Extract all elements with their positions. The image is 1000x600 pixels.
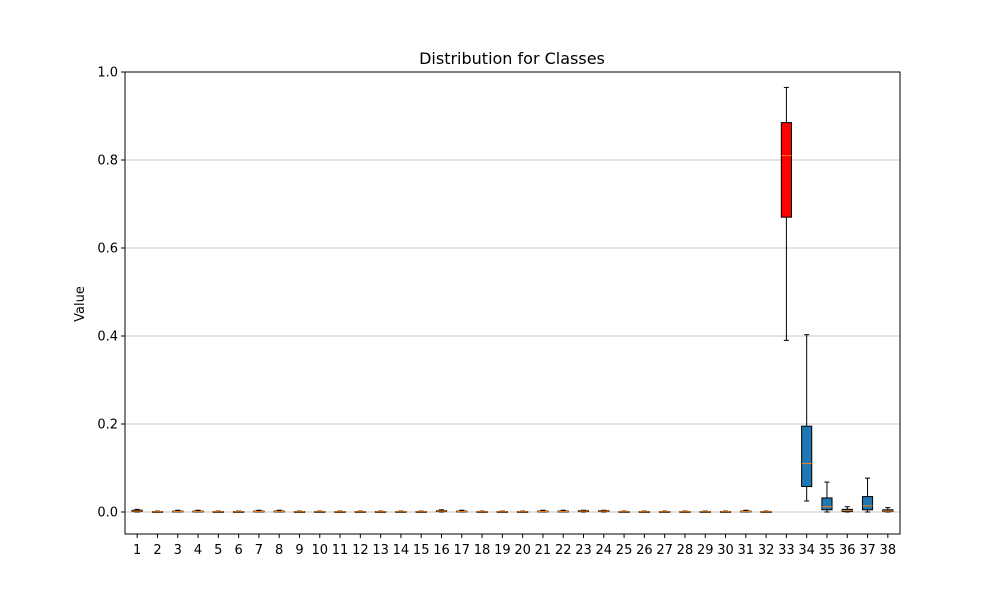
box-31	[740, 509, 752, 513]
x-tick-label: 14	[393, 543, 410, 558]
box-6	[233, 510, 245, 513]
x-tick-label: 5	[214, 543, 222, 558]
x-tick-label: 17	[454, 543, 471, 558]
x-tick-label: 26	[636, 543, 653, 558]
box-14	[395, 510, 407, 513]
box-25	[618, 510, 630, 513]
x-tick-label: 22	[555, 543, 572, 558]
y-tick-label: 1.0	[97, 66, 118, 81]
box-5	[212, 510, 224, 513]
box-22	[557, 509, 569, 513]
y-axis-ticks: 0.0 0.2 0.4 0.6 0.8 1.0	[97, 66, 125, 521]
box-1	[131, 508, 143, 513]
box-16	[435, 509, 448, 513]
box-12	[354, 510, 366, 513]
x-tick-label: 9	[295, 543, 303, 558]
x-tick-label: 16	[433, 543, 450, 558]
box-26	[638, 510, 650, 513]
x-tick-label: 33	[778, 543, 795, 558]
box-17	[456, 509, 468, 513]
x-tick-label: 35	[819, 543, 836, 558]
x-tick-label: 38	[880, 543, 897, 558]
x-tick-label: 29	[697, 543, 714, 558]
box-21	[537, 509, 549, 513]
x-tick-label: 28	[677, 543, 694, 558]
box-29	[699, 510, 711, 513]
x-tick-label: 23	[575, 543, 592, 558]
box-20	[517, 510, 529, 513]
box-body	[801, 425, 813, 487]
box-23	[577, 509, 590, 513]
x-tick-label: 24	[596, 543, 613, 558]
box-body	[821, 497, 833, 511]
chart-title: Distribution for Classes	[419, 49, 605, 68]
x-tick-label: 13	[372, 543, 389, 558]
x-tick-label: 36	[839, 543, 856, 558]
x-tick-label: 1	[133, 543, 141, 558]
box-24	[598, 509, 610, 513]
x-tick-label: 21	[535, 543, 552, 558]
x-tick-label: 18	[474, 543, 491, 558]
box-7	[253, 509, 265, 513]
x-tick-label: 12	[352, 543, 369, 558]
x-tick-label: 10	[311, 543, 328, 558]
x-tick-label: 15	[413, 543, 430, 558]
box-9	[293, 510, 306, 513]
x-axis-ticks: 1 2 3 4 5 6 7 8 9 10 11 12 13 14 15 16 17 18 19 20 21 22 23 24 2…	[133, 534, 896, 558]
plot-frame	[124, 71, 901, 535]
box-33	[780, 86, 792, 341]
box-4	[192, 509, 204, 513]
x-tick-label: 4	[194, 543, 202, 558]
x-tick-label: 32	[758, 543, 775, 558]
y-tick-label: 0.8	[97, 154, 118, 169]
x-tick-label: 2	[153, 543, 161, 558]
y-tick-label: 0.2	[97, 418, 118, 433]
x-tick-label: 8	[275, 543, 283, 558]
x-tick-label: 30	[717, 543, 734, 558]
box-34	[801, 334, 813, 502]
x-tick-label: 34	[798, 543, 815, 558]
x-tick-label: 31	[738, 543, 755, 558]
box-19	[496, 510, 508, 513]
x-tick-label: 3	[174, 543, 182, 558]
box-36	[841, 506, 853, 513]
x-tick-label: 37	[859, 543, 876, 558]
box-38	[882, 507, 894, 513]
box-series	[131, 86, 894, 513]
x-tick-label: 27	[656, 543, 673, 558]
box-2	[151, 510, 164, 513]
box-10	[314, 510, 326, 513]
x-tick-label: 11	[332, 543, 349, 558]
y-tick-label: 0.6	[97, 242, 118, 257]
box-32	[760, 510, 772, 513]
x-tick-label: 6	[234, 543, 242, 558]
x-tick-label: 25	[616, 543, 633, 558]
box-body	[780, 122, 792, 218]
box-28	[679, 510, 691, 513]
box-37	[861, 477, 874, 513]
box-13	[375, 510, 387, 513]
box-18	[476, 510, 488, 513]
x-tick-label: 7	[255, 543, 263, 558]
box-11	[334, 510, 346, 513]
box-body	[861, 496, 874, 511]
x-tick-label: 19	[494, 543, 511, 558]
box-35	[821, 481, 833, 513]
box-27	[659, 510, 671, 513]
y-axis-label: Value	[73, 286, 88, 322]
y-tick-label: 0.0	[97, 506, 118, 521]
y-tick-label: 0.4	[97, 330, 118, 345]
box-30	[719, 510, 732, 513]
box-3	[172, 509, 184, 513]
box-8	[273, 509, 285, 513]
x-tick-label: 20	[514, 543, 531, 558]
box-15	[415, 510, 427, 513]
